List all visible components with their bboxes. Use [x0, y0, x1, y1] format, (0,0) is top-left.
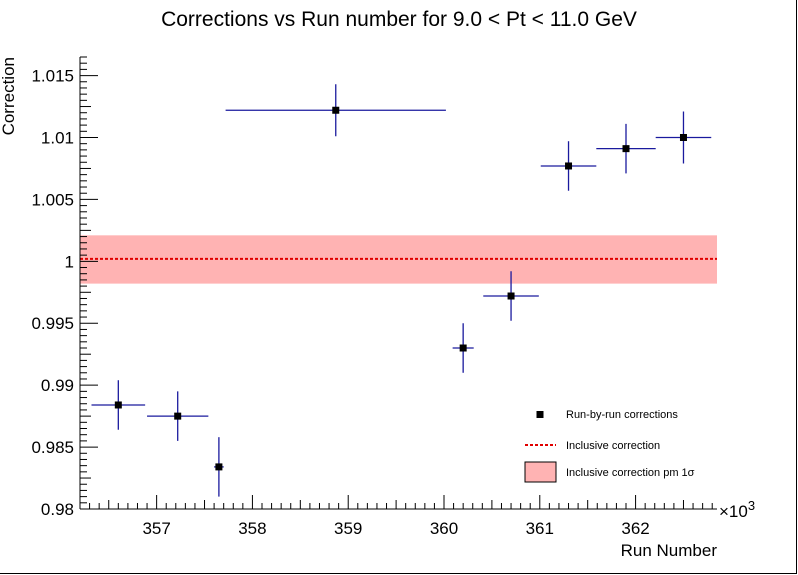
- point-marker: [174, 412, 182, 420]
- point-marker: [114, 401, 122, 409]
- data-point-8: [655, 111, 712, 164]
- point-marker: [507, 292, 515, 300]
- data-point-3: [225, 84, 446, 137]
- x-axis-multiplier: ×103: [719, 498, 755, 521]
- x-tick-label: 361: [526, 519, 554, 538]
- legend-item-inclusive: Inclusive correction: [525, 440, 660, 452]
- point-marker: [679, 133, 687, 141]
- data-point-7: [596, 123, 656, 174]
- data-point-0: [91, 380, 146, 430]
- legend-item-points: Run-by-run corrections: [536, 409, 678, 421]
- x-tick-label: 359: [334, 519, 362, 538]
- y-axis-title: Correction: [0, 57, 18, 135]
- x-tick-label: 358: [238, 519, 266, 538]
- legend-label: Run-by-run corrections: [566, 409, 678, 421]
- data-point-5: [483, 271, 539, 321]
- y-tick-label: 1.005: [31, 190, 74, 209]
- x-tick-label: 362: [621, 519, 649, 538]
- y-tick-label: 0.995: [31, 314, 74, 333]
- point-marker: [459, 344, 467, 352]
- x-axis-title: Run Number: [621, 541, 718, 560]
- y-tick-label: 0.98: [41, 500, 74, 519]
- data-point-4: [452, 323, 474, 373]
- y-tick-label: 1: [65, 252, 74, 271]
- data-point-2: [214, 437, 224, 497]
- y-tick-label: 0.99: [41, 376, 74, 395]
- y-tick-label: 0.985: [31, 438, 74, 457]
- legend-swatch: [524, 461, 557, 483]
- data-point-1: [147, 391, 209, 441]
- data-point-6: [540, 141, 597, 191]
- point-marker: [622, 145, 630, 153]
- point-marker: [215, 463, 223, 471]
- legend-marker: [536, 411, 544, 418]
- point-marker: [332, 106, 340, 114]
- x-tick-label: 357: [142, 519, 170, 538]
- y-tick-label: 1.015: [31, 67, 74, 86]
- point-marker: [565, 162, 573, 170]
- legend-label: Inclusive correction: [566, 440, 660, 452]
- legend-item-band: Inclusive correction pm 1σ: [524, 461, 695, 483]
- y-tick-label: 1.01: [41, 128, 74, 147]
- legend-label: Inclusive correction pm 1σ: [566, 467, 695, 479]
- chart-title: Corrections vs Run number for 9.0 < Pt <…: [161, 8, 637, 31]
- x-tick-label: 360: [430, 519, 458, 538]
